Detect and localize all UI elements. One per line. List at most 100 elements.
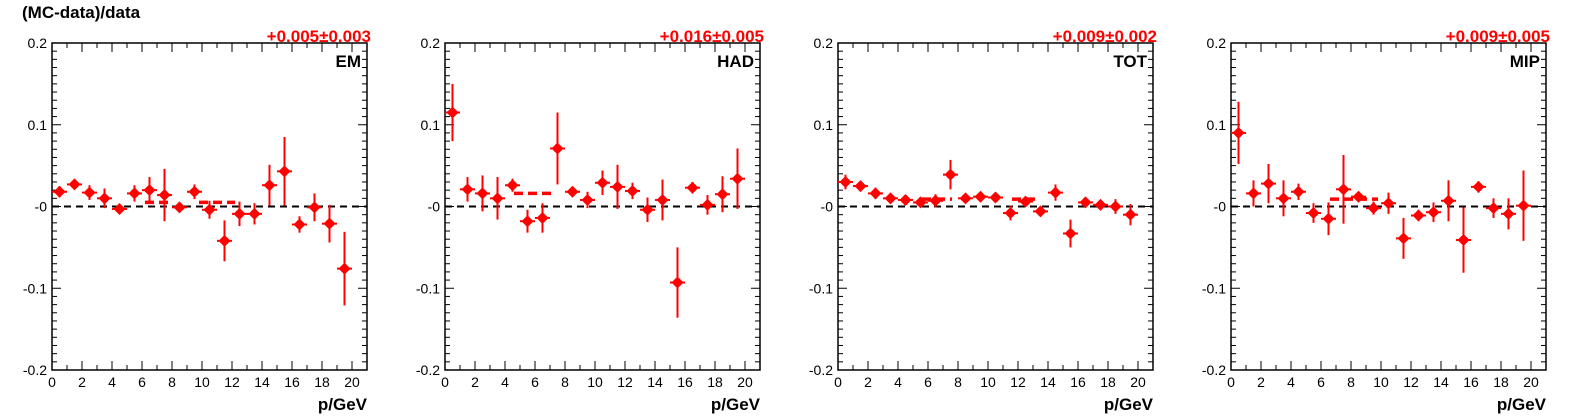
x-tick-label: 18 (1100, 374, 1116, 390)
x-tick-label: 2 (471, 374, 479, 390)
x-tick-label: 4 (108, 374, 116, 390)
x-tick-label: 4 (501, 374, 509, 390)
data-point (869, 187, 882, 200)
data-point (188, 185, 201, 198)
data-point (716, 188, 729, 201)
x-tick-label: 20 (737, 374, 753, 390)
data-point (1457, 234, 1470, 247)
data-point (1049, 186, 1062, 199)
y-tick-label: -0.1 (809, 280, 833, 296)
y-tick-label: -0 (821, 199, 834, 215)
x-tick-label: 16 (1070, 374, 1086, 390)
data-point (143, 184, 156, 197)
data-point (536, 211, 549, 224)
data-point (701, 198, 714, 211)
data-point (1232, 126, 1245, 139)
x-axis-title: p/GeV (1497, 395, 1547, 414)
data-point (98, 192, 111, 205)
data-point (173, 201, 186, 214)
y-tick-label: -0 (35, 199, 48, 215)
x-tick-label: 14 (1433, 374, 1449, 390)
y-tick-label: -0 (428, 199, 441, 215)
x-tick-label: 6 (138, 374, 146, 390)
data-point (899, 193, 912, 206)
x-tick-label: 10 (1373, 374, 1389, 390)
data-point (929, 194, 942, 207)
x-tick-label: 6 (1317, 374, 1325, 390)
panel-label: HAD (717, 52, 754, 71)
x-tick-label: 6 (924, 374, 932, 390)
x-tick-label: 18 (1493, 374, 1509, 390)
data-point (839, 175, 852, 188)
y-tick-label: 0.1 (421, 117, 441, 133)
data-point (581, 193, 594, 206)
x-tick-label: 20 (344, 374, 360, 390)
data-point (1412, 209, 1425, 222)
x-tick-label: 18 (314, 374, 330, 390)
x-tick-label: 14 (647, 374, 663, 390)
data-point (1124, 208, 1137, 221)
data-point (1427, 206, 1440, 219)
data-point (248, 207, 261, 220)
data-point (1307, 207, 1320, 220)
data-point (854, 180, 867, 193)
y-tick-label: 0.1 (1207, 117, 1227, 133)
data-point (233, 207, 246, 220)
y-tick-label: -0.2 (1202, 362, 1226, 378)
data-point (551, 142, 564, 155)
data-point (914, 196, 927, 209)
data-point (1262, 177, 1275, 190)
y-tick-label: 0.2 (814, 35, 834, 51)
data-point (1517, 199, 1530, 212)
data-point (686, 181, 699, 194)
panel-label: TOT (1113, 52, 1147, 71)
y-tick-label: 0.2 (1207, 35, 1227, 51)
y-axis-title: (MC-data)/data (22, 3, 141, 22)
y-tick-label: -0.2 (23, 362, 47, 378)
data-point (1322, 212, 1335, 225)
x-axis-title: p/GeV (711, 395, 761, 414)
x-tick-label: 12 (224, 374, 240, 390)
data-point (1019, 195, 1032, 208)
x-tick-label: 8 (954, 374, 962, 390)
panel-label: MIP (1510, 52, 1540, 71)
x-tick-label: 10 (194, 374, 210, 390)
offset-annotation: +0.016±0.005 (660, 27, 764, 46)
data-point (959, 192, 972, 205)
x-tick-label: 2 (864, 374, 872, 390)
data-point (641, 203, 654, 216)
data-point (1367, 202, 1380, 215)
data-point (461, 183, 474, 196)
data-point (1094, 198, 1107, 211)
data-point (1079, 196, 1092, 209)
data-point (218, 234, 231, 247)
x-axis-title: p/GeV (1104, 395, 1154, 414)
data-point (263, 179, 276, 192)
y-tick-label: -0.2 (416, 362, 440, 378)
offset-annotation: +0.009±0.005 (1446, 27, 1550, 46)
data-point (113, 202, 126, 215)
data-point (1337, 183, 1350, 196)
data-point (308, 201, 321, 214)
data-point (731, 172, 744, 185)
data-point (671, 276, 684, 289)
y-tick-label: 0.2 (421, 35, 441, 51)
offset-annotation: +0.009±0.002 (1053, 27, 1157, 46)
data-point (83, 186, 96, 199)
data-point (338, 262, 351, 275)
x-tick-label: 20 (1130, 374, 1146, 390)
data-point (1064, 227, 1077, 240)
y-tick-label: -0.2 (809, 362, 833, 378)
y-tick-label: -0 (1214, 199, 1227, 215)
data-point (1382, 197, 1395, 210)
x-tick-label: 14 (254, 374, 270, 390)
x-tick-label: 0 (48, 374, 56, 390)
x-tick-label: 10 (980, 374, 996, 390)
x-tick-label: 20 (1523, 374, 1539, 390)
data-point (68, 178, 81, 191)
x-tick-label: 8 (1347, 374, 1355, 390)
data-point (278, 165, 291, 178)
panel-label: EM (336, 52, 362, 71)
data-point (476, 187, 489, 200)
